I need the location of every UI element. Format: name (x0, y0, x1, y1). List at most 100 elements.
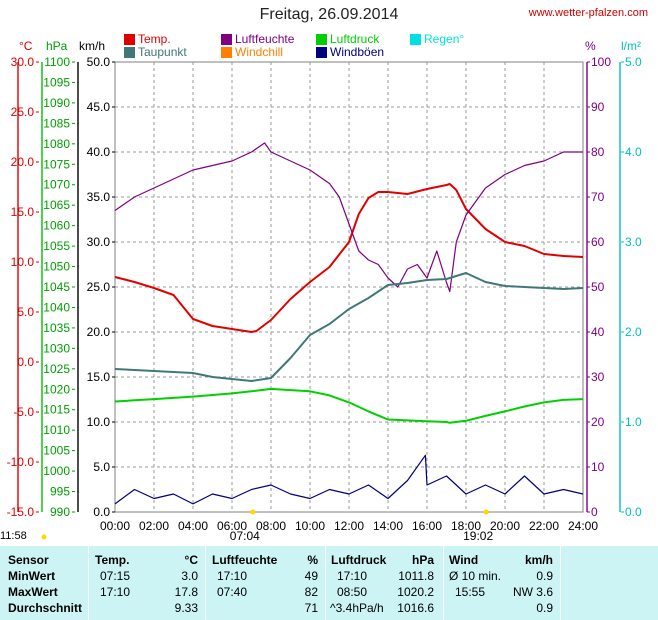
percent-unit: % (585, 39, 596, 53)
stats-row-label: MinWert (8, 569, 56, 583)
hpa-tick-label: 1000 (43, 464, 70, 478)
percent-tick-label: 60 (591, 235, 605, 249)
hpa-tick-label: 1080 (43, 137, 70, 151)
percent-tick-label: 70 (591, 190, 605, 204)
hpa-tick-label: 990 (50, 505, 70, 519)
celsius-tick-label: 0.0 (17, 355, 34, 369)
series-line-windben (114, 454, 584, 505)
stats-temp-time: 07:15 (100, 569, 131, 583)
time-tick-label: 08:00 (256, 519, 286, 533)
stats-row-label: Durchschnitt (8, 601, 83, 615)
legend-item: Taupunkt (124, 45, 187, 59)
kmh-tick-label: 0.0 (93, 505, 110, 519)
sunset-marker (483, 509, 489, 515)
stats-wind-value: NW 3.6 (512, 585, 553, 599)
stats-humidity-value: 49 (304, 569, 318, 583)
stats-wind-value: 0.9 (536, 569, 553, 583)
chart-series (114, 142, 584, 505)
weather-chart: 30.0 25.0 20.0 15.0 10.0 5.0 0.0 -5.0 -10.0 -15.0… (7, 55, 642, 543)
stats-pressure-value: 1011.8 (398, 569, 434, 583)
percent-tick-label: 50 (591, 280, 605, 294)
stats-pressure-time: 17:10 (337, 569, 368, 583)
stats-humidity-value: 71 (304, 601, 318, 615)
time-tick-label: 14:00 (373, 519, 403, 533)
stats-header-humidity: Luftfeuchte (212, 553, 278, 567)
sunrise-label: 07:04 (230, 529, 260, 543)
stats-header-pressure: Luftdruck (331, 553, 387, 567)
rain-tick-label: 3.0 (625, 235, 642, 249)
stats-pressure-value: 1020.2 (397, 585, 434, 599)
kmh-tick-label: 45.0 (87, 100, 111, 114)
legend-label: Luftdruck (330, 32, 380, 46)
legend-swatch (124, 33, 135, 45)
hpa-tick-label: 995 (50, 485, 70, 499)
hpa-tick-label: 1060 (43, 219, 70, 233)
sun-time-label: 11:58 (0, 530, 27, 542)
hpa-tick-label: 1025 (43, 362, 70, 376)
legend-label: Windböen (330, 45, 385, 59)
time-tick-label: 06:00 (217, 519, 247, 533)
percent-tick-label: 30 (591, 370, 605, 384)
stats-pressure-trend: ^3.4hPa/h (330, 601, 384, 615)
time-tick-label: 02:00 (139, 519, 169, 533)
kmh-tick-label: 35.0 (87, 190, 111, 204)
legend-label: Temp. (138, 32, 171, 46)
celsius-tick-label: 30.0 (11, 55, 35, 69)
celsius-tick-label: 15.0 (11, 205, 35, 219)
legend-label: Regen° (424, 32, 465, 46)
time-tick-label: 04:00 (178, 519, 208, 533)
percent-tick-label: 80 (591, 145, 605, 159)
legend-swatch (316, 46, 327, 58)
kmh-tick-label: 30.0 (87, 235, 111, 249)
series-line-luftdruck (114, 387, 584, 424)
rain-tick-label: 4.0 (625, 145, 642, 159)
stats-header-wind: Wind (449, 553, 479, 567)
time-tick-label: 22:00 (529, 519, 559, 533)
stats-header-wind-unit: km/h (524, 553, 553, 567)
legend-swatch (316, 33, 327, 45)
stats-header-temp-unit: °C (184, 553, 198, 567)
celsius-tick-label: 5.0 (17, 305, 34, 319)
celsius-tick-label: -15.0 (7, 505, 35, 519)
percent-tick-label: 100 (591, 55, 611, 69)
stats-temp-time: 17:10 (100, 585, 131, 599)
celsius-unit: °C (19, 39, 33, 53)
time-tick-label: 24:00 (568, 519, 598, 533)
legend-item: Windböen (316, 45, 384, 59)
hpa-tick-label: 1020 (43, 382, 70, 396)
series-line-taupunkt (114, 272, 584, 382)
legend-label: Windchill (235, 45, 284, 59)
series-line-luftfeuchte (114, 142, 583, 293)
stats-header-pressure-unit: hPa (411, 553, 434, 567)
hpa-tick-label: 1070 (43, 178, 70, 192)
legend-item: Luftdruck (316, 32, 379, 46)
stats-pressure-time: 08:50 (337, 585, 368, 599)
celsius-tick-label: 20.0 (11, 155, 35, 169)
percent-tick-label: 90 (591, 100, 605, 114)
hpa-tick-label: 1005 (43, 444, 70, 458)
stats-header-humidity-unit: % (307, 553, 318, 567)
chart-axes: 30.0 25.0 20.0 15.0 10.0 5.0 0.0 -5.0 -10.0 -15.0… (7, 55, 642, 533)
hpa-tick-label: 1045 (43, 280, 70, 294)
hpa-tick-label: 1050 (43, 260, 70, 274)
percent-tick-label: 20 (591, 415, 605, 429)
kmh-tick-label: 10.0 (87, 415, 111, 429)
hpa-tick-label: 1055 (43, 239, 70, 253)
stats-header-temp: Temp. (95, 553, 130, 567)
hpa-tick-label: 1100 (44, 55, 70, 69)
hpa-tick-label: 1035 (43, 321, 70, 335)
rain-tick-label: 0.0 (625, 505, 642, 519)
kmh-tick-label: 40.0 (87, 145, 111, 159)
legend-item: Regen° (410, 32, 464, 46)
time-tick-label: 20:00 (490, 519, 520, 533)
hpa-unit: hPa (46, 39, 68, 53)
percent-tick-label: 0 (591, 505, 598, 519)
kmh-unit: km/h (79, 39, 106, 53)
celsius-tick-label: 25.0 (11, 105, 35, 119)
site-url[interactable]: www.wetter-pfalzen.com (528, 7, 648, 19)
stats-wind-label: Ø 10 min. (449, 569, 502, 583)
kmh-tick-label: 50.0 (87, 55, 111, 69)
legend-item: Windchill (221, 45, 283, 59)
hpa-tick-label: 1065 (43, 198, 70, 212)
stats-temp-value: 9.33 (174, 601, 198, 615)
